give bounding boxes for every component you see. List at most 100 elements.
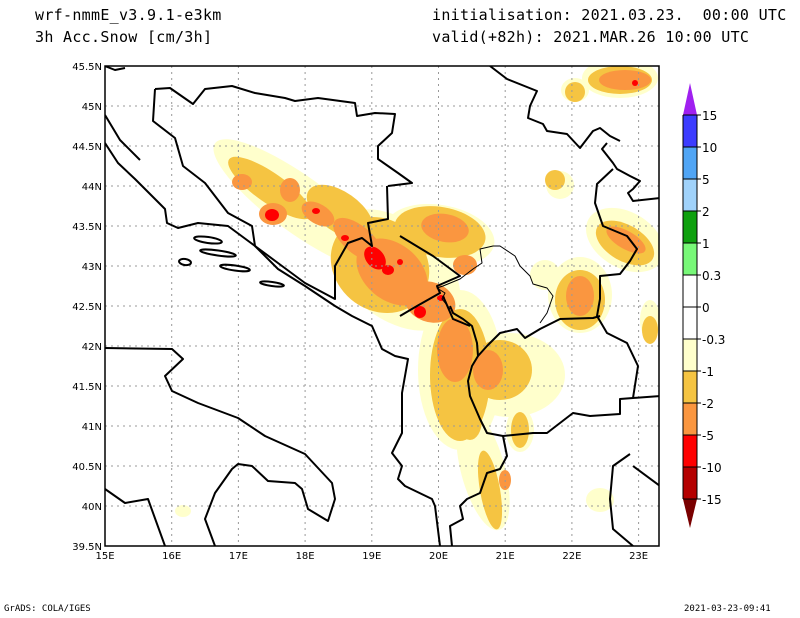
lat-label: 45N — [82, 102, 102, 113]
snow-contour — [453, 255, 477, 275]
colorbar-bin — [683, 307, 697, 339]
boundary-line — [609, 453, 634, 546]
colorbar-bin — [683, 147, 697, 179]
boundary-line — [449, 435, 508, 546]
lat-label: 42N — [82, 342, 102, 353]
colorbar-bin — [683, 371, 697, 403]
lat-label: 44N — [82, 182, 102, 193]
footer-credit: GrADS: COLA/IGES — [4, 604, 91, 614]
snow-contour — [437, 318, 473, 382]
lat-label: 41N — [82, 422, 102, 433]
snow-contour — [228, 156, 312, 220]
colorbar-label: -0.3 — [702, 333, 725, 347]
boundary-line — [594, 168, 659, 399]
snow-contour — [341, 235, 349, 241]
colorbar-top-arrow — [683, 83, 697, 115]
boundary-line — [105, 142, 441, 546]
island-outline — [193, 235, 223, 245]
colorbar-label: -5 — [702, 429, 714, 443]
snow-contour — [599, 70, 651, 90]
lon-label: 18E — [296, 551, 315, 562]
variable-title: 3h Acc.Snow [cm/3h] — [35, 28, 213, 46]
snow-contour — [477, 450, 503, 530]
lat-label: 40.5N — [72, 462, 102, 473]
snow-contour — [397, 259, 403, 265]
boundary-line — [477, 315, 601, 357]
snow-field — [175, 66, 659, 531]
snow-contour — [265, 209, 279, 221]
lat-label: 45.5N — [72, 62, 102, 73]
footer-timestamp: 2021-03-23-09:41 — [684, 604, 771, 614]
snow-contour — [530, 260, 560, 290]
boundary-line — [152, 88, 389, 300]
boundary-line — [399, 235, 461, 317]
snow-contour — [280, 178, 300, 202]
colorbar-bin — [683, 275, 697, 307]
snow-contour — [414, 306, 426, 318]
colorbar-bin — [683, 211, 697, 243]
lat-label: 42.5N — [72, 302, 102, 313]
boundary-line — [105, 488, 166, 546]
lon-label: 15E — [95, 551, 114, 562]
lon-label: 22E — [562, 551, 581, 562]
colorbar-label: 5 — [702, 173, 710, 187]
snow-contour — [565, 82, 585, 102]
colorbar-label: 15 — [702, 109, 717, 123]
valid-time: valid(+82h): 2021.MAR.26 10:00 UTC — [432, 28, 750, 46]
colorbar-bottom-arrow — [683, 499, 697, 528]
colorbar-bin — [683, 115, 697, 147]
snow-contour — [312, 208, 320, 214]
snow-contour — [175, 505, 191, 517]
colorbar-bin — [683, 339, 697, 371]
lat-label: 43.5N — [72, 222, 102, 233]
snow-contour — [566, 276, 594, 316]
island-outline — [199, 248, 237, 258]
snow-contour — [632, 80, 638, 86]
lon-label: 23E — [629, 551, 648, 562]
boundary-line — [154, 85, 413, 187]
colorbar-label: -1 — [702, 365, 714, 379]
colorbar-bin — [683, 467, 697, 499]
colorbar-label: -15 — [702, 493, 722, 507]
colorbar-label: -2 — [702, 397, 714, 411]
colorbar-label: 0 — [702, 301, 710, 315]
colorbar-label: 10 — [702, 141, 717, 155]
colorbar-label: 0.3 — [702, 269, 721, 283]
lat-label: 44.5N — [72, 142, 102, 153]
lat-label: 40N — [82, 502, 102, 513]
boundary-line — [632, 465, 659, 487]
coastlines-borders — [105, 66, 659, 546]
boundary-line — [489, 66, 621, 149]
colorbar-bin — [683, 403, 697, 435]
colorbar-label: 1 — [702, 237, 710, 251]
boundary-line — [105, 66, 126, 71]
colorbar-bin — [683, 435, 697, 467]
island-outline — [178, 257, 192, 267]
lon-label: 20E — [429, 551, 448, 562]
lon-label: 21E — [496, 551, 515, 562]
colorbar-label: 2 — [702, 205, 710, 219]
lon-label: 19E — [362, 551, 381, 562]
lon-labels: 15E 16E 17E 18E 19E 20E 21E 22E 23E — [95, 551, 648, 562]
colorbar-bin — [683, 243, 697, 275]
island-outline — [219, 263, 251, 273]
lat-labels: 45.5N 45N 44.5N 44N 43.5N 43N 42.5N 42N 41.5N 41N… — [72, 62, 102, 553]
model-title: wrf-nmmE_v3.9.1-e3km — [35, 6, 222, 24]
boundary-line — [105, 114, 141, 161]
lat-label: 43N — [82, 262, 102, 273]
boundary-line — [601, 142, 659, 202]
colorbar-label: -10 — [702, 461, 722, 475]
kosovo-border — [436, 245, 554, 324]
colorbar-bin — [683, 179, 697, 211]
snow-contour — [545, 170, 565, 190]
boundary-line — [449, 305, 634, 437]
lat-label: 39.5N — [72, 542, 102, 553]
snow-contour — [232, 174, 252, 190]
snow-contour — [473, 350, 503, 390]
snow-contour — [642, 316, 658, 344]
graticule — [105, 66, 659, 546]
lon-label: 17E — [229, 551, 248, 562]
lon-label: 16E — [162, 551, 181, 562]
